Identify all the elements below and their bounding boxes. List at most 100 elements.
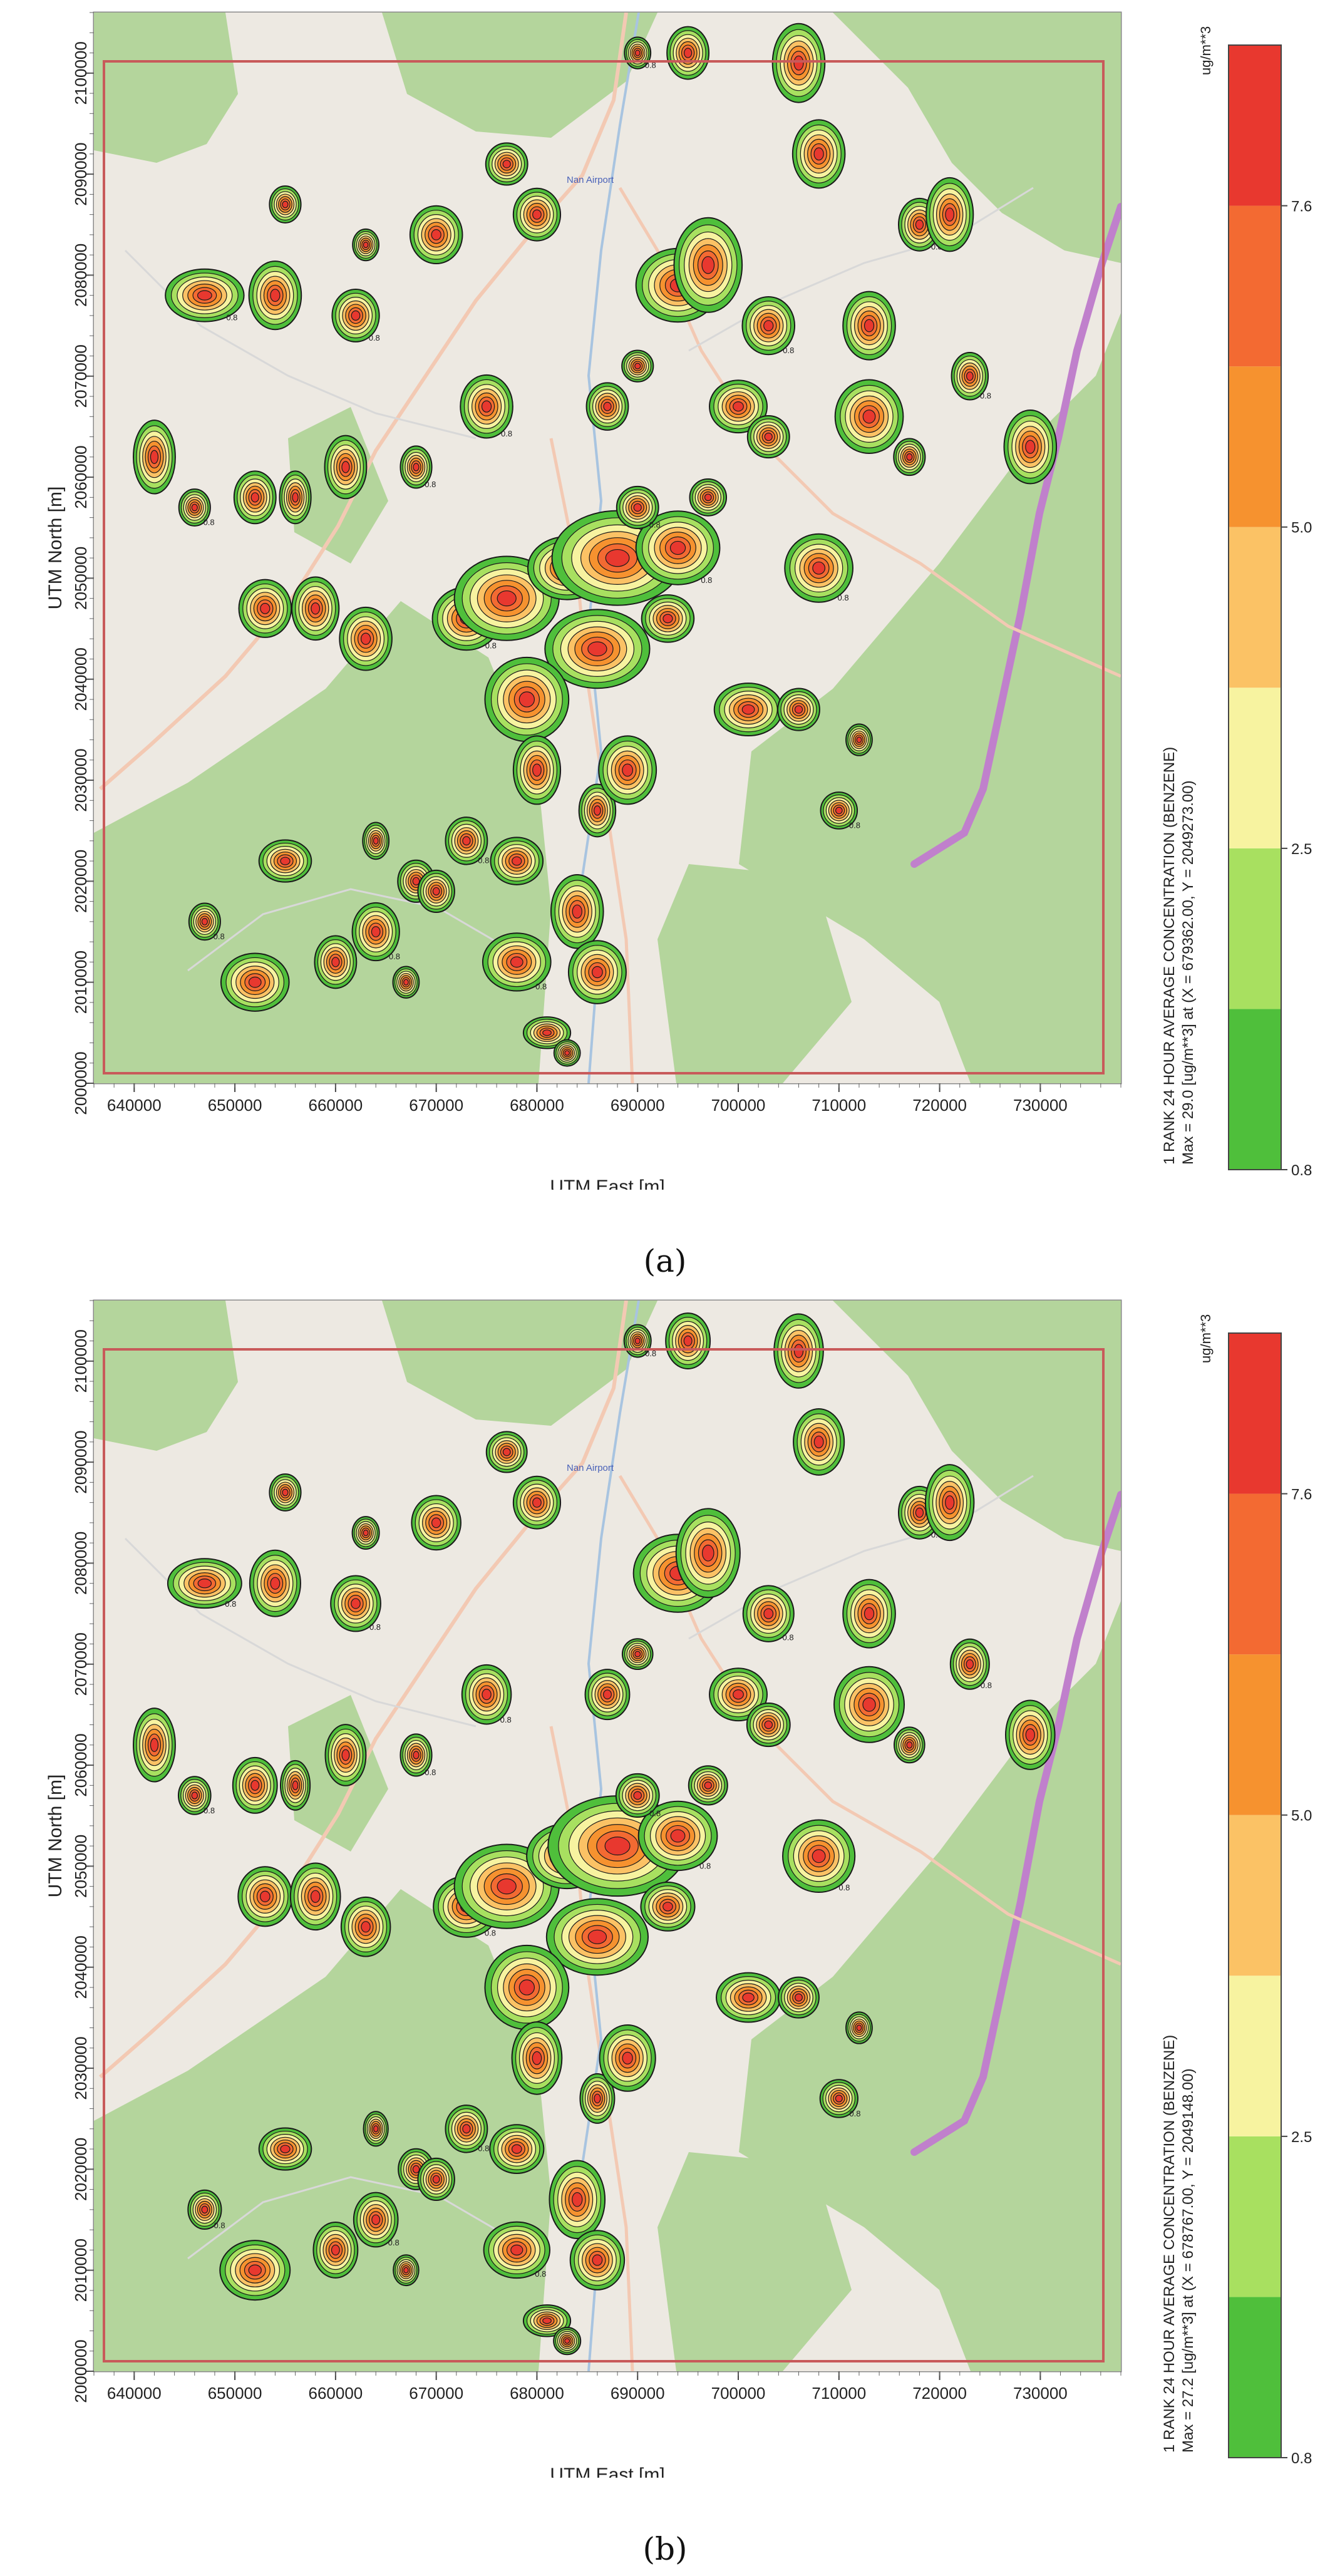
road <box>99 13 628 791</box>
contour-band <box>835 2094 843 2103</box>
colorbar-segment <box>1229 848 1281 1009</box>
x-axis-label: UTM East [m] <box>550 1177 664 1190</box>
contour-band <box>906 453 913 461</box>
contour-band <box>532 763 542 777</box>
contour-band <box>201 918 208 925</box>
plume <box>363 2111 389 2147</box>
plume <box>615 1773 660 1818</box>
plume <box>233 470 277 525</box>
contour-band <box>351 1598 361 1609</box>
contour-label: 0.8 <box>226 313 237 322</box>
plume <box>188 902 221 941</box>
x-tick-label: 680000 <box>510 1096 564 1115</box>
contour-band <box>862 1697 876 1712</box>
contour-band <box>412 2165 420 2173</box>
contour-band <box>532 209 542 220</box>
x-tick-label: 640000 <box>107 2384 162 2403</box>
contour-band <box>741 704 755 715</box>
colorbar-segment <box>1229 45 1281 206</box>
plume <box>445 817 488 865</box>
contour-band <box>592 966 603 979</box>
plume <box>709 1667 768 1722</box>
plume <box>484 656 570 743</box>
plume <box>324 1724 367 1786</box>
contour-band <box>604 1837 631 1856</box>
plume <box>291 576 340 641</box>
x-tick-label: 650000 <box>208 2384 262 2403</box>
contour-band <box>403 979 409 986</box>
axis-ticks: 640000 650000 660000 670000 680000 690000 7000… <box>71 12 1121 1115</box>
contour-band <box>371 926 381 937</box>
panel-caption: (a) <box>643 1243 687 1279</box>
contour-band <box>572 904 582 919</box>
plume <box>279 470 312 525</box>
contour-label: 0.8 <box>478 2144 489 2153</box>
contour-band <box>282 200 289 209</box>
contour-band <box>542 2317 552 2324</box>
contour-band <box>704 493 712 502</box>
colorbar-segment <box>1229 1333 1281 1494</box>
legend-title: 1 RANK 24 HOUR AVERAGE CONCENTRATION (BE… <box>1161 747 1178 1165</box>
plume <box>949 1638 990 1690</box>
plume <box>417 2157 455 2202</box>
contour-band <box>373 837 379 845</box>
contour-band <box>280 2145 291 2153</box>
model-domain-boundary <box>103 1348 1105 2362</box>
plume <box>569 2230 626 2290</box>
x-tick-label: 660000 <box>308 1096 363 1115</box>
plume <box>793 1408 845 1476</box>
contour-band <box>282 1488 289 1497</box>
y-tick-label: 2100000 <box>71 1329 90 1393</box>
y-tick-label: 2080000 <box>71 1532 90 1595</box>
colorbar-segment <box>1229 2297 1281 2458</box>
plume <box>550 874 604 949</box>
contour-band <box>363 241 369 249</box>
plume <box>951 352 989 401</box>
plume <box>392 966 420 999</box>
contour-label: 0.8 <box>849 820 860 830</box>
colorbar-segment <box>1229 366 1281 527</box>
plume <box>167 1558 242 1609</box>
contour-band <box>813 1435 824 1448</box>
x-tick-label: 730000 <box>1013 2384 1068 2403</box>
contour-band <box>856 2024 862 2031</box>
contour-band <box>945 1495 955 1510</box>
plume <box>845 2011 873 2044</box>
plume <box>324 435 368 500</box>
contour-label: 0.8 <box>701 575 712 585</box>
forest-region <box>739 313 1121 1083</box>
contour-band <box>363 1529 369 1537</box>
plume <box>777 688 820 731</box>
contour-band <box>634 49 641 56</box>
contour-label: 0.8 <box>649 520 661 529</box>
plume <box>709 379 768 434</box>
contour-band <box>432 2175 440 2184</box>
contour-band <box>812 561 826 575</box>
contour-band <box>764 432 773 441</box>
contour-label: 0.8 <box>214 2220 225 2230</box>
plume <box>289 1862 341 1931</box>
figure-panel-a: 0.8 0.8 0.8 0.8 0.8 0.8 0.8 0.8 0.8 0.8 0.8 0.8 0.8 0… <box>45 11 1312 1279</box>
plume <box>340 1896 391 1957</box>
contour-band <box>259 1890 271 1902</box>
colorbar-segment <box>1229 1815 1281 1976</box>
contour-band <box>812 1849 826 1863</box>
x-axis-label: UTM East [m] <box>550 2465 664 2478</box>
colorbar-tick-label: 2.5 <box>1291 2129 1312 2146</box>
contour-band <box>150 450 159 464</box>
plume <box>511 2021 563 2095</box>
contour-band <box>813 147 824 161</box>
plume <box>665 1312 711 1369</box>
legend-unit: ug/m**3 <box>1198 1314 1214 1363</box>
contour-band <box>906 1741 913 1749</box>
x-tick-label: 690000 <box>611 2384 665 2403</box>
plume <box>579 2073 616 2124</box>
y-tick-label: 2030000 <box>71 748 90 811</box>
forest-region <box>739 1601 1121 2371</box>
plume <box>238 579 292 638</box>
x-tick-label: 720000 <box>912 1096 967 1115</box>
plume <box>641 594 695 643</box>
contour-band <box>662 1902 673 1912</box>
x-tick-label: 700000 <box>711 2384 766 2403</box>
contour-label: 0.8 <box>204 517 215 527</box>
